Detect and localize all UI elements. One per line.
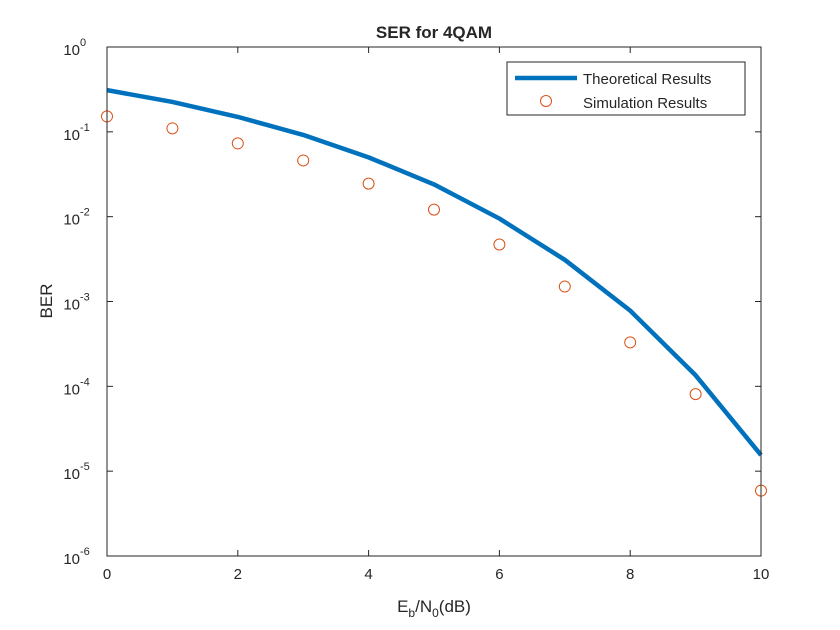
y-tick-label: 10: [63, 42, 80, 59]
legend-marker-swatch: [540, 95, 552, 107]
y-tick-exponent: -3: [80, 292, 90, 304]
simulation-point: [231, 137, 244, 150]
simulation-point: [297, 154, 310, 167]
y-tick-exponent: -2: [80, 207, 90, 219]
y-tick-label: 10: [63, 297, 80, 314]
y-tick-label: 10: [63, 466, 80, 483]
x-tick-label: 8: [626, 566, 634, 583]
x-tick-label: 10: [753, 566, 770, 583]
simulation-point: [428, 203, 440, 216]
y-tick-exponent: -6: [80, 546, 90, 558]
theoretical-results-line: [106, 87, 763, 457]
x-axis-label: Eb/N0(dB): [397, 597, 471, 620]
y-tick-exponent: -1: [80, 122, 90, 134]
y-tick-exponent: 0: [80, 37, 86, 49]
simulation-point: [493, 238, 506, 251]
legend: Theoretical Results Simulation Results: [506, 61, 746, 116]
chart-title: SER for 4QAM: [376, 23, 492, 42]
simulation-point: [689, 388, 702, 401]
y-tick-label: 10: [63, 212, 80, 229]
plot-area: [107, 47, 761, 556]
y-tick-label: 10: [63, 127, 80, 144]
series-layer: [101, 87, 767, 497]
x-tick-label: 6: [495, 566, 503, 583]
legend-label-theoretical: Theoretical Results: [583, 71, 711, 88]
legend-label-simulation: Simulation Results: [583, 95, 707, 112]
y-tick-label: 10: [63, 381, 80, 398]
x-tick-label: 4: [364, 566, 372, 583]
y-tick-exponent: -5: [80, 461, 90, 473]
y-axis-label: BER: [37, 284, 56, 319]
plot-frame: [106, 46, 762, 557]
simulation-point: [166, 122, 179, 135]
simulation-point: [558, 280, 571, 293]
x-tick-label: 2: [234, 566, 242, 583]
y-tick-label: 10: [63, 551, 80, 568]
simulation-point: [624, 336, 637, 349]
x-tick-label: 0: [103, 566, 111, 583]
y-tick-exponent: -4: [80, 376, 90, 388]
simulation-point: [362, 177, 375, 190]
